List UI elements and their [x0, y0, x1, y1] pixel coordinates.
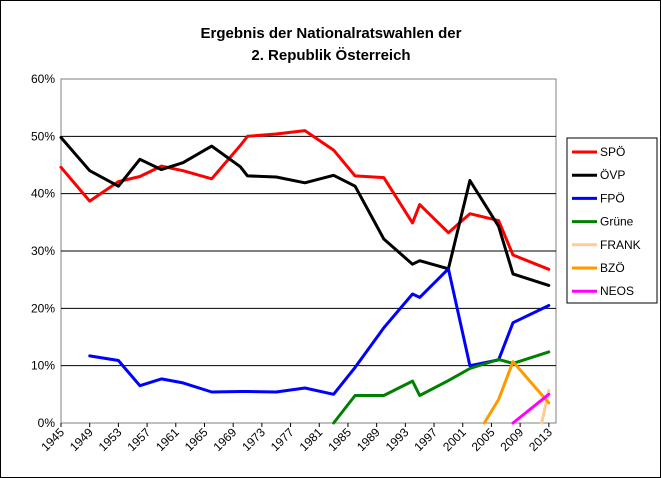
x-tick-label: 1953: [96, 425, 125, 454]
y-tick-label: 20%: [31, 301, 55, 315]
x-tick-label: 1949: [67, 425, 96, 454]
legend-label: FRANK: [600, 238, 641, 252]
y-tick-label: 40%: [31, 187, 55, 201]
y-tick-label: 10%: [31, 359, 55, 373]
series-line-bzo: [482, 360, 551, 425]
x-tick-label: 2009: [497, 425, 526, 454]
legend-label: ÖVP: [600, 168, 625, 182]
y-tick-label: 30%: [31, 244, 55, 258]
chart-title: Ergebnis der Nationalratswahlen der: [201, 25, 462, 42]
x-tick-label: 1969: [211, 425, 240, 454]
x-tick-label: 1957: [124, 425, 153, 454]
x-tick-label: 1981: [297, 425, 326, 454]
legend-label: NEOS: [600, 284, 634, 298]
series-line-fpo: [88, 267, 551, 396]
series-line-spo: [59, 129, 551, 271]
x-axis-ticks: 1945 1949 1953 1957 1961 1965 1969 1973 1977 1981…: [38, 423, 555, 454]
x-tick-label: 1973: [239, 425, 268, 454]
series-line-neos: [511, 392, 551, 425]
x-tick-label: 2013: [526, 425, 555, 454]
y-axis-ticks: 0% 10% 20% 30% 40% 50% 60%: [31, 72, 55, 430]
x-tick-label: 1977: [268, 425, 297, 454]
series-lines: [59, 129, 551, 425]
chart-subtitle: 2. Republik Österreich: [251, 47, 410, 64]
y-tick-label: 50%: [31, 129, 55, 143]
legend-label: Grüne: [600, 215, 634, 229]
x-tick-label: 1965: [182, 425, 211, 454]
gridlines: [60, 78, 557, 424]
x-tick-label: 1989: [354, 425, 383, 454]
series-line-ovp: [59, 136, 551, 287]
y-tick-label: 0%: [38, 416, 56, 430]
legend-label: BZÖ: [600, 261, 625, 275]
x-tick-label: 2001: [440, 425, 469, 454]
series-line-grune: [332, 350, 551, 425]
x-tick-label: 1985: [325, 425, 354, 454]
legend-label: FPÖ: [600, 191, 625, 205]
x-tick-label: 1961: [153, 425, 182, 454]
x-tick-label: 2005: [469, 425, 498, 454]
legend-label: SPÖ: [600, 145, 625, 159]
legend: SPÖ ÖVP FPÖ Grüne FRANK BZÖ NEOS: [566, 137, 658, 304]
x-tick-label: 1993: [383, 425, 412, 454]
y-tick-label: 60%: [31, 72, 55, 86]
x-tick-label: 1997: [411, 425, 440, 454]
